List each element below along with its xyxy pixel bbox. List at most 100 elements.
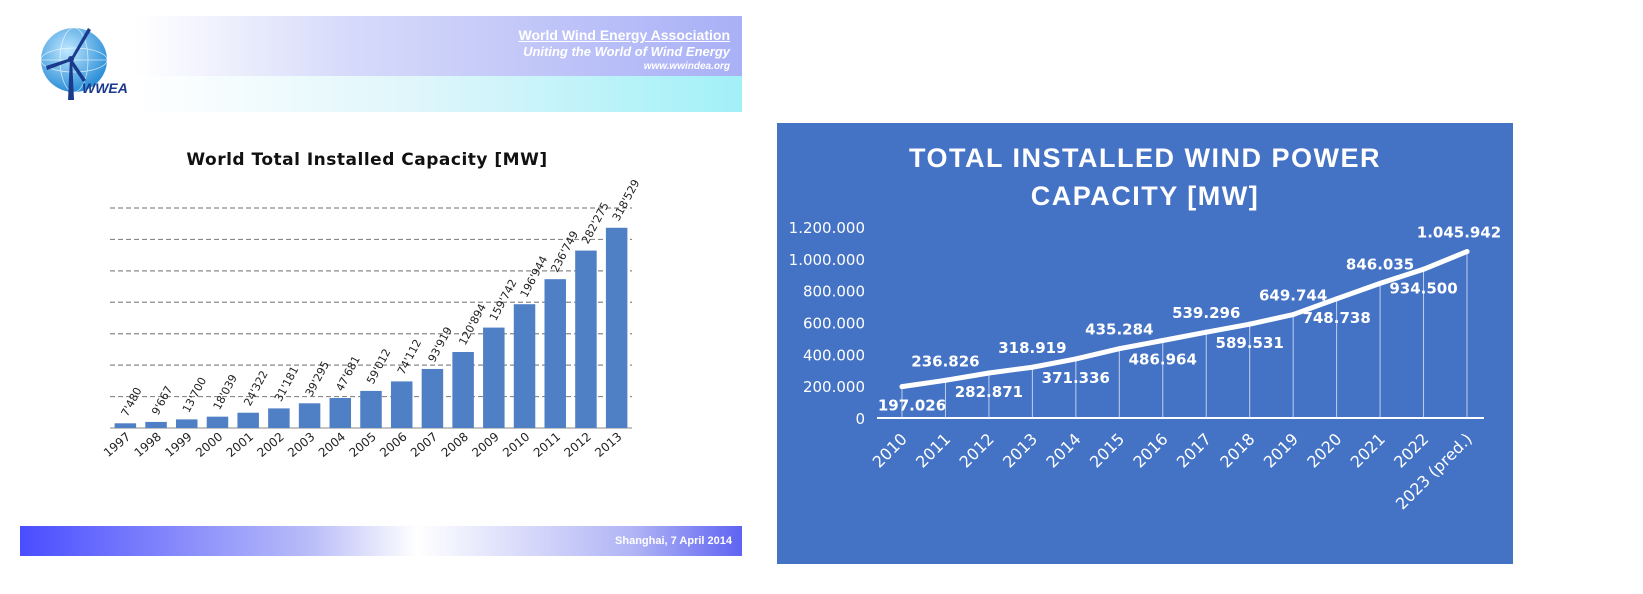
right-x-tick-label: 2012 <box>956 429 998 471</box>
left-bar <box>176 419 198 428</box>
left-data-label: 93'919 <box>426 325 455 365</box>
right-data-point <box>1334 296 1340 302</box>
right-data-point <box>1290 312 1296 318</box>
left-data-label: 39'295 <box>303 359 332 399</box>
right-line-chart: 0 200.000 400.000 600.000 800.000 1.000.000 1.… <box>789 219 1502 513</box>
left-bar <box>483 327 505 428</box>
left-bar <box>421 368 444 428</box>
right-x-tick-label: 2013 <box>999 429 1041 471</box>
left-data-label: 7'480 <box>119 385 145 419</box>
right-series-line <box>899 249 1470 390</box>
footer-band: Shanghai, 7 April 2014 <box>20 526 742 556</box>
left-bar <box>237 412 259 428</box>
left-x-tick-label: 2013 <box>592 430 624 460</box>
left-x-tick-label: 2008 <box>439 430 471 460</box>
right-y-tick-label: 200.000 <box>803 378 865 396</box>
left-data-label: 13'700 <box>180 375 209 415</box>
left-x-tick-label: 2011 <box>531 430 563 460</box>
right-data-point <box>1247 321 1253 327</box>
left-bar <box>605 227 628 428</box>
left-bar <box>268 408 290 428</box>
right-x-tick-label: 2011 <box>912 429 954 471</box>
right-title-line2: CAPACITY [MW] <box>1030 181 1260 211</box>
right-data-label: 846.035 <box>1346 255 1414 273</box>
right-data-label: 318.919 <box>998 339 1066 357</box>
right-y-tick-label: 1.000.000 <box>789 251 865 269</box>
left-data-label: 318'529 <box>610 177 643 223</box>
left-data-label: 47'681 <box>333 354 362 394</box>
left-x-tick-label: 2003 <box>285 430 317 460</box>
org-url[interactable]: www.wwindea.org <box>643 61 730 72</box>
logo-text: WWEA <box>82 80 128 96</box>
right-data-label: 539.296 <box>1172 304 1240 322</box>
right-x-tick-label: 2021 <box>1347 429 1389 471</box>
left-bar <box>329 398 352 428</box>
right-data-label: 1.045.942 <box>1417 224 1501 242</box>
right-y-tick-label: 600.000 <box>803 315 865 333</box>
right-data-label: 371.336 <box>1042 369 1110 387</box>
left-bar <box>575 250 597 428</box>
right-x-tick-label: 2010 <box>869 429 911 471</box>
left-bar <box>145 421 167 428</box>
left-x-tick-label: 2006 <box>377 430 409 460</box>
right-x-tick-label: 2015 <box>1086 429 1128 471</box>
right-y-tick-label: 1.200.000 <box>789 219 865 237</box>
right-chart-panel: TOTAL INSTALLED WIND POWER CAPACITY [MW]… <box>777 123 1513 564</box>
right-data-point <box>1160 337 1166 343</box>
left-bar <box>360 390 382 428</box>
left-x-tick-label: 1998 <box>132 430 164 460</box>
left-bar <box>298 403 321 428</box>
header-band-lower <box>20 76 742 112</box>
right-data-label: 649.744 <box>1259 287 1327 305</box>
left-x-tick-label: 2005 <box>347 430 379 460</box>
left-x-tick-label: 2001 <box>224 430 256 460</box>
right-x-tick-label: 2019 <box>1260 429 1302 471</box>
right-x-tick-label: 2023 (pred.) <box>1392 429 1476 513</box>
right-data-point <box>1464 249 1470 255</box>
left-x-tick-label: 2009 <box>469 430 501 460</box>
right-data-point <box>1203 329 1209 335</box>
right-data-point <box>1377 280 1383 286</box>
right-y-tick-label: 0 <box>855 410 865 428</box>
right-x-tick-label: 2020 <box>1303 429 1345 471</box>
left-bar <box>544 279 566 428</box>
wwea-logo-icon <box>40 27 108 100</box>
right-data-point <box>1116 346 1122 352</box>
footer-text: Shanghai, 7 April 2014 <box>615 535 732 547</box>
left-bar-chart: World Total Installed Capacity [MW] 7'480… <box>101 150 643 460</box>
left-data-label: 31'181 <box>272 364 301 404</box>
right-data-label: 748.738 <box>1302 309 1370 327</box>
org-tagline: Uniting the World of Wind Energy <box>523 44 730 59</box>
right-data-label: 236.826 <box>911 352 979 370</box>
left-x-tick-label: 2010 <box>500 430 532 460</box>
left-data-label: 18'039 <box>211 372 240 412</box>
left-data-label: 9'667 <box>149 384 175 418</box>
left-x-tick-label: 1999 <box>162 430 194 460</box>
org-name-link[interactable]: World Wind Energy Association <box>518 27 730 43</box>
right-data-label: 435.284 <box>1085 321 1153 339</box>
right-x-tick-label: 2016 <box>1129 429 1171 471</box>
right-title-line1: TOTAL INSTALLED WIND POWER <box>909 143 1381 173</box>
left-x-tick-label: 2012 <box>561 430 593 460</box>
right-data-label: 934.500 <box>1389 279 1457 297</box>
right-data-point <box>942 377 948 383</box>
left-data-label: 74'112 <box>395 337 424 377</box>
left-x-tick-label: 1997 <box>101 430 133 460</box>
right-data-label: 486.964 <box>1129 350 1197 368</box>
left-bar <box>452 352 474 428</box>
right-data-label: 197.026 <box>878 397 946 415</box>
right-x-tick-label: 2018 <box>1216 429 1258 471</box>
left-chart-title: World Total Installed Capacity [MW] <box>186 150 547 170</box>
right-x-tick-label: 2014 <box>1042 429 1084 471</box>
right-y-tick-label: 800.000 <box>803 283 865 301</box>
right-data-label: 589.531 <box>1216 334 1284 352</box>
right-data-point <box>1073 356 1079 362</box>
left-bar <box>114 423 137 428</box>
right-chart-title: TOTAL INSTALLED WIND POWER CAPACITY [MW] <box>777 139 1513 215</box>
left-x-tick-label: 2004 <box>316 430 348 460</box>
right-data-point <box>1029 364 1035 370</box>
right-data-point <box>899 384 905 390</box>
left-bar <box>390 381 413 428</box>
left-data-label: 24'322 <box>241 368 270 408</box>
right-data-point <box>1421 266 1427 272</box>
